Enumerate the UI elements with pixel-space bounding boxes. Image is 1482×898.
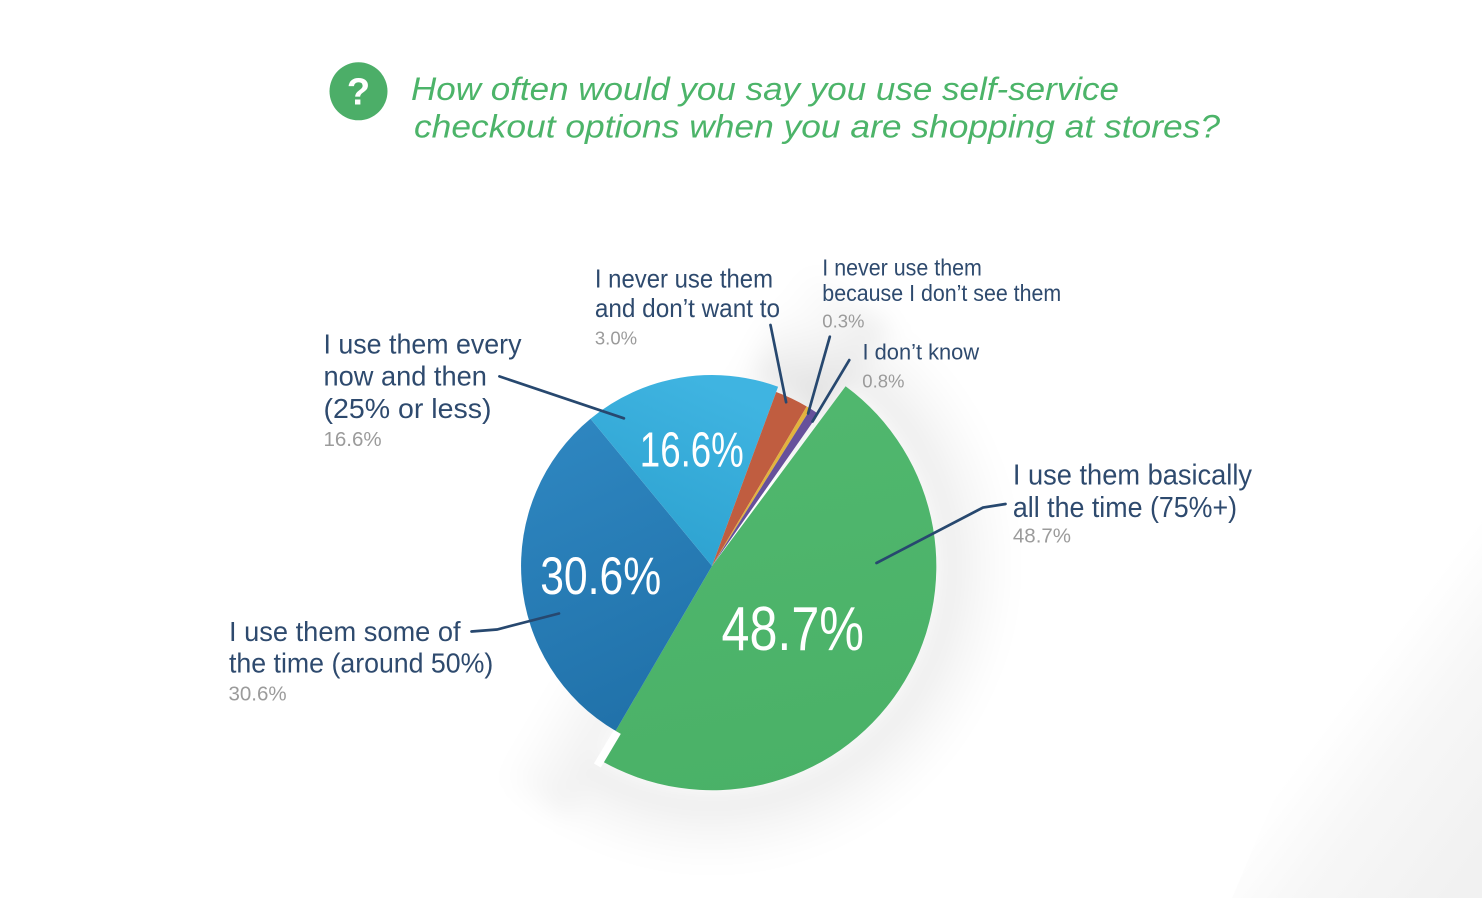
svg-text:I use them basically: I use them basically — [1013, 460, 1253, 492]
svg-text:I use them some of: I use them some of — [229, 616, 461, 647]
svg-text:30.6%: 30.6% — [540, 547, 661, 606]
svg-text:the time (around 50%): the time (around 50%) — [229, 647, 493, 678]
svg-text:0.8%: 0.8% — [862, 370, 904, 391]
svg-text:and don’t want to: and don’t want to — [595, 293, 780, 323]
svg-text:16.6%: 16.6% — [640, 424, 744, 478]
svg-text:0.3%: 0.3% — [822, 311, 864, 332]
svg-text:now and then: now and then — [324, 361, 487, 392]
svg-text:16.6%: 16.6% — [324, 428, 382, 451]
svg-text:because I don’t see them: because I don’t see them — [822, 280, 1061, 306]
svg-text:?: ? — [347, 72, 370, 114]
svg-text:I don’t know: I don’t know — [863, 339, 980, 364]
svg-text:I never use them: I never use them — [822, 255, 982, 281]
svg-text:I use them every: I use them every — [324, 329, 522, 360]
svg-text:3.0%: 3.0% — [595, 328, 637, 349]
svg-text:checkout options when you are: checkout options when you are shopping a… — [414, 109, 1220, 145]
svg-text:all the time (75%+): all the time (75%+) — [1013, 492, 1237, 524]
svg-text:30.6%: 30.6% — [229, 683, 287, 706]
svg-text:I never use them: I never use them — [595, 264, 773, 294]
svg-text:How often would you say you us: How often would you say you use self-ser… — [411, 71, 1119, 107]
svg-text:48.7%: 48.7% — [722, 595, 865, 664]
svg-text:48.7%: 48.7% — [1013, 524, 1071, 547]
svg-text:(25% or less): (25% or less) — [324, 393, 492, 424]
